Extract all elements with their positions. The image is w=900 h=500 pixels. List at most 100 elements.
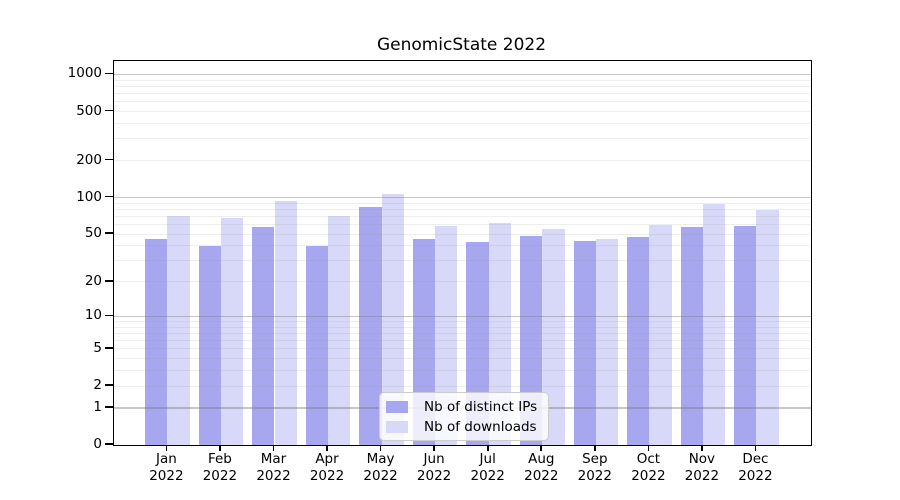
chart-title: GenomicState 2022 bbox=[376, 35, 547, 55]
x-tick-label: May 2022 bbox=[353, 451, 409, 485]
bar-downloads bbox=[595, 238, 619, 445]
gridline-minor bbox=[114, 260, 811, 262]
gridline-minor bbox=[114, 223, 811, 226]
bar-downloads bbox=[756, 210, 779, 445]
bar-downloads bbox=[649, 224, 672, 445]
y-tick-label: 1000 bbox=[67, 65, 102, 82]
y-tick-label: 10 bbox=[84, 307, 102, 324]
x-axis-tick bbox=[486, 445, 489, 452]
x-tick-label: Oct 2022 bbox=[620, 451, 676, 485]
gridline-minor bbox=[114, 101, 811, 103]
bar-downloads bbox=[328, 216, 351, 445]
gridline-major bbox=[114, 196, 811, 199]
y-axis-tick bbox=[105, 405, 113, 408]
gridline-minor bbox=[114, 79, 811, 81]
x-tick-label-year: 2022 bbox=[738, 468, 773, 484]
gridline-minor bbox=[114, 202, 811, 204]
y-axis-tick bbox=[105, 72, 113, 75]
y-axis-tick bbox=[105, 232, 113, 234]
y-axis-tick bbox=[105, 158, 113, 161]
gridline-minor bbox=[114, 348, 811, 350]
x-axis-tick bbox=[379, 445, 382, 452]
bar-distinct-ips bbox=[305, 245, 329, 445]
x-axis-tick bbox=[754, 445, 757, 452]
gridline-minor bbox=[114, 281, 811, 283]
x-tick-label-year: 2022 bbox=[363, 468, 398, 484]
x-tick-label: Jan 2022 bbox=[138, 451, 194, 485]
y-tick-label: 2 bbox=[93, 377, 102, 394]
y-tick-label: 0 bbox=[93, 436, 102, 452]
bar-downloads bbox=[220, 217, 244, 445]
bar-downloads bbox=[274, 200, 297, 445]
y-axis-tick bbox=[105, 109, 113, 112]
x-tick-label: Nov 2022 bbox=[674, 451, 730, 485]
y-tick-label: 1 bbox=[93, 398, 102, 415]
y-axis-tick bbox=[105, 443, 113, 445]
x-tick-label-year: 2022 bbox=[470, 468, 505, 484]
legend: Nb of distinct IPs Nb of downloads bbox=[379, 392, 550, 441]
x-tick-label-year: 2022 bbox=[309, 468, 345, 484]
bar-distinct-ips bbox=[680, 227, 703, 445]
x-tick-label: Feb 2022 bbox=[192, 451, 248, 485]
x-tick-label-year: 2022 bbox=[256, 468, 291, 484]
x-tick-label-year: 2022 bbox=[577, 468, 612, 484]
gridline-minor bbox=[114, 326, 811, 328]
gridline-minor bbox=[114, 320, 811, 323]
x-axis-tick bbox=[433, 445, 436, 452]
y-axis-tick bbox=[105, 347, 113, 349]
x-tick-label-year: 2022 bbox=[631, 468, 666, 484]
bar-distinct-ips bbox=[198, 245, 221, 445]
y-tick-label: 200 bbox=[76, 151, 102, 168]
x-axis-tick bbox=[272, 445, 275, 452]
gridline-minor bbox=[114, 332, 811, 335]
gridline-major bbox=[114, 73, 811, 76]
bar-downloads bbox=[488, 222, 511, 445]
x-tick-label: Mar 2022 bbox=[246, 451, 302, 485]
x-tick-label-year: 2022 bbox=[149, 468, 184, 484]
bar-distinct-ips bbox=[734, 226, 757, 445]
gridline-minor bbox=[114, 340, 811, 342]
y-axis-tick bbox=[105, 314, 113, 317]
gridline-minor bbox=[114, 122, 811, 125]
x-axis-tick bbox=[540, 445, 543, 452]
x-axis-tick bbox=[219, 445, 221, 452]
bar-distinct-ips bbox=[145, 238, 168, 445]
x-tick-label-year: 2022 bbox=[684, 468, 720, 484]
bar-downloads bbox=[702, 204, 726, 445]
y-tick-label: 50 bbox=[84, 225, 102, 242]
x-axis-tick bbox=[593, 445, 596, 452]
gridline-minor bbox=[114, 370, 811, 372]
x-tick-label: Aug 2022 bbox=[513, 451, 569, 485]
x-tick-label-year: 2022 bbox=[416, 468, 452, 484]
bar-downloads bbox=[542, 229, 565, 445]
x-axis-tick bbox=[326, 445, 328, 452]
bar-downloads bbox=[167, 215, 190, 445]
y-axis-tick bbox=[105, 195, 113, 198]
gridline-minor bbox=[114, 85, 811, 87]
legend-label: Nb of distinct IPs bbox=[424, 399, 538, 415]
x-tick-label: Jun 2022 bbox=[406, 451, 462, 485]
y-axis-tick bbox=[105, 279, 113, 282]
x-tick-label: Apr 2022 bbox=[299, 451, 355, 485]
gridline-minor bbox=[114, 215, 811, 217]
gridline-minor bbox=[114, 358, 811, 360]
y-tick-label: 500 bbox=[76, 102, 102, 119]
bar-distinct-ips bbox=[252, 227, 275, 445]
legend-swatch-downloads bbox=[386, 421, 408, 433]
gridline-minor bbox=[114, 93, 811, 95]
x-axis-tick bbox=[701, 445, 703, 452]
x-tick-label-year: 2022 bbox=[524, 468, 559, 484]
bar-distinct-ips bbox=[359, 206, 382, 445]
gridline-major bbox=[114, 315, 811, 318]
legend-swatch-distinct-ips bbox=[386, 401, 408, 413]
gridline-minor bbox=[114, 208, 811, 210]
bar-downloads bbox=[381, 193, 404, 445]
gridline-minor bbox=[114, 138, 811, 140]
x-tick-label-year: 2022 bbox=[202, 468, 238, 484]
x-tick-label: Sep 2022 bbox=[567, 451, 623, 485]
gridline-minor bbox=[114, 160, 811, 162]
legend-item-distinct-ips: Nb of distinct IPs bbox=[386, 399, 541, 415]
legend-item-downloads: Nb of downloads bbox=[386, 419, 541, 435]
x-tick-label: Jul 2022 bbox=[460, 451, 516, 485]
